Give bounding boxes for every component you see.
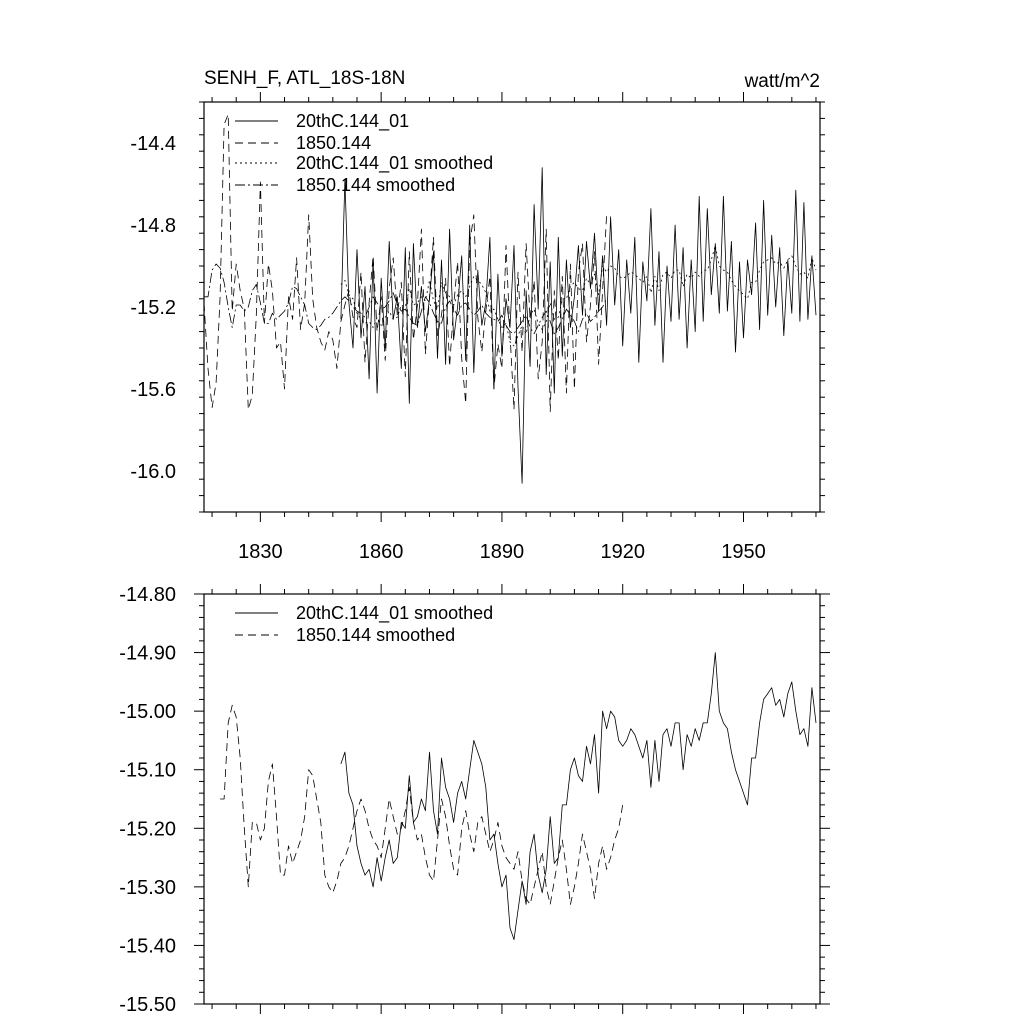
top-legend-label-2: 20thC.144_01 smoothed	[296, 153, 493, 174]
top-series-lines	[203, 113, 817, 484]
top-y-tick-labels: -16.0 -15.6 -15.2 -14.8 -14.4	[130, 133, 176, 483]
bottom-ytick-label: -15.20	[119, 818, 176, 840]
top-xtick-label: 1830	[238, 541, 283, 563]
top-title-right: watt/m^2	[744, 71, 820, 92]
top-ytick-label: -14.4	[130, 133, 176, 155]
top-xtick-label: 1860	[359, 541, 404, 563]
bottom-legend: 20thC.144_01 smoothed 1850.144 smoothed	[235, 603, 493, 645]
bottom-ytick-label: -15.50	[119, 994, 176, 1016]
top-xtick-label: 1920	[600, 541, 645, 563]
bottom-ytick-label: -14.80	[119, 584, 176, 606]
bottom-ytick-label: -15.00	[119, 701, 176, 723]
bottom-plot-frame	[203, 593, 821, 1005]
top-ytick-label: -15.6	[130, 379, 176, 401]
top-ytick-label: -15.2	[130, 297, 176, 319]
bottom-ytick-label: -15.30	[119, 877, 176, 899]
bottom-y-tick-labels: -15.50 -15.40 -15.30 -15.20 -15.10 -15.00 -14.…	[119, 584, 176, 1016]
bottom-legend-label-0: 20thC.144_01 smoothed	[296, 603, 493, 624]
bottom-ytick-label: -15.10	[119, 760, 176, 782]
top-legend: 20thC.144_01 1850.144 20thC.144_01 smoot…	[235, 111, 493, 195]
top-tick-marks	[199, 92, 825, 522]
top-title-left: SENH_F, ATL_18S-18N	[204, 68, 405, 89]
top-legend-label-1: 1850.144	[296, 133, 371, 153]
top-series-1	[203, 113, 607, 413]
top-series-0	[340, 167, 817, 484]
top-x-tick-labels: 1830 1860 1890 1920 1950	[238, 541, 766, 563]
bottom-series-1	[220, 704, 624, 905]
top-legend-label-0: 20thC.144_01	[296, 111, 409, 132]
top-series-3	[204, 263, 607, 335]
bottom-legend-label-1: 1850.144 smoothed	[296, 625, 455, 645]
bottom-panel: -15.50 -15.40 -15.30 -15.20 -15.10 -15.00 -14.…	[119, 584, 830, 1016]
bottom-series-lines	[220, 652, 817, 940]
top-ytick-label: -14.8	[130, 215, 176, 237]
bottom-ytick-label: -14.90	[119, 643, 176, 665]
top-ytick-label: -16.0	[130, 461, 176, 483]
top-xtick-label: 1950	[721, 541, 766, 563]
top-panel: SENH_F, ATL_18S-18N watt/m^2 -16.0-15.6-…	[130, 68, 825, 563]
bottom-tick-marks	[194, 584, 830, 1014]
top-plot-frame	[203, 101, 821, 513]
top-xtick-label: 1890	[480, 541, 525, 563]
bottom-series-0	[340, 652, 817, 940]
top-legend-label-3: 1850.144 smoothed	[296, 175, 455, 195]
bottom-ytick-label: -15.40	[119, 935, 176, 957]
